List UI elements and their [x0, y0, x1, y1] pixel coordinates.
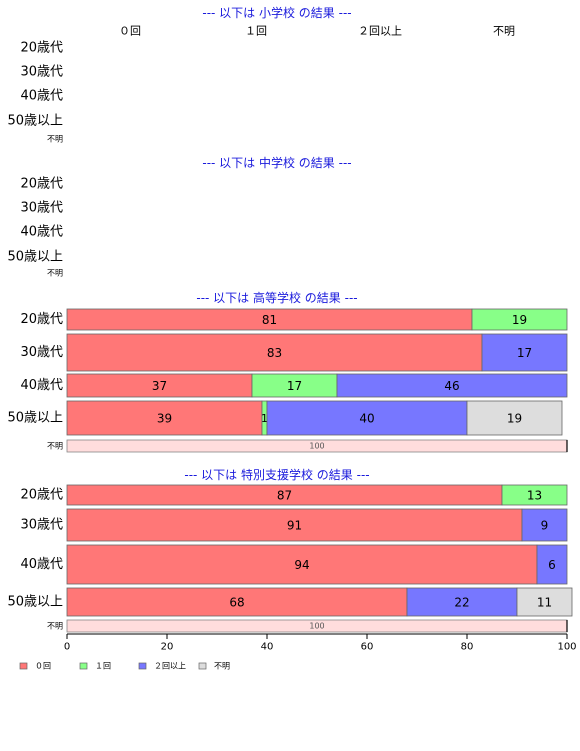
bar-segment [516, 587, 573, 617]
data-label: 68 [229, 596, 244, 610]
data-label: 100 [309, 442, 324, 451]
panel-title: --- 以下は 小学校 の結果 --- [202, 5, 351, 20]
data-label: 81 [262, 313, 277, 327]
row-label: 30歳代 [20, 201, 63, 216]
data-label: 6 [548, 558, 556, 572]
row-label: 40歳代 [20, 89, 63, 104]
row-label: 50歳以上 [7, 250, 63, 265]
data-label: 94 [294, 558, 309, 572]
bar-segment [66, 400, 263, 436]
header-label-2: ２回以上 [358, 25, 402, 38]
bar-segment [336, 373, 568, 398]
x-tick-label: 80 [461, 642, 474, 653]
bar-segment [471, 308, 568, 331]
row-label: 不明 [47, 269, 63, 278]
row-label: 20歳代 [20, 41, 63, 56]
legend-label: ０回 [35, 662, 51, 671]
row-label: 不明 [47, 135, 63, 144]
row-label: 不明 [47, 622, 63, 631]
x-tick-label: 100 [557, 642, 576, 653]
data-label: 17 [517, 346, 532, 360]
data-label: 17 [287, 379, 302, 393]
data-label: 87 [277, 489, 292, 503]
row-label: 30歳代 [20, 65, 63, 80]
row-label: 30歳代 [20, 518, 63, 533]
row-label: 不明 [47, 442, 63, 451]
data-label: 9 [541, 519, 549, 533]
bar-segment [501, 484, 568, 506]
data-label: 13 [527, 489, 542, 503]
header-label-3: 不明 [493, 25, 515, 38]
row-label: 40歳代 [20, 557, 63, 572]
row-label: 20歳代 [20, 488, 63, 503]
legend-swatch [198, 662, 207, 670]
legend-label: ２回以上 [154, 662, 186, 671]
row-label: 20歳代 [20, 312, 63, 327]
panel-title: --- 以下は 中学校 の結果 --- [202, 155, 351, 170]
bar-segment [406, 587, 518, 617]
data-label: 19 [512, 313, 527, 327]
data-label: 1 [261, 412, 268, 425]
data-label: 22 [454, 596, 469, 610]
data-label: 100 [309, 622, 324, 631]
bar-segment [481, 333, 568, 372]
row-label: 30歳代 [20, 345, 63, 360]
panel-title: --- 以下は 高等学校 の結果 --- [196, 290, 357, 305]
data-label: 39 [157, 412, 172, 426]
panel-title: --- 以下は 特別支援学校 の結果 --- [184, 467, 369, 482]
row-label: 40歳代 [20, 225, 63, 240]
data-label: 37 [152, 379, 167, 393]
row-label: 50歳以上 [7, 411, 63, 426]
x-tick-label: 20 [161, 642, 174, 653]
x-tick-label: 0 [64, 642, 70, 653]
bar-segment [66, 544, 538, 585]
row-label: 50歳以上 [7, 114, 63, 129]
legend-swatch [19, 662, 28, 670]
x-tick-label: 60 [361, 642, 374, 653]
row-label: 50歳以上 [7, 595, 63, 610]
header-label-1: １回 [245, 25, 267, 38]
data-label: 11 [537, 596, 552, 610]
data-label: 40 [359, 412, 374, 426]
x-tick-label: 40 [261, 642, 274, 653]
bar-segment [521, 508, 568, 542]
legend-swatch [79, 662, 88, 670]
bar-segment [66, 333, 483, 372]
legend-label: 不明 [214, 662, 230, 671]
bar-segment [66, 508, 523, 542]
header-label-0: ０回 [119, 25, 141, 38]
bar-segment [466, 400, 563, 436]
legend-swatch [138, 662, 147, 670]
row-label: 20歳代 [20, 177, 63, 192]
data-label: 19 [507, 412, 522, 426]
bar-segment [536, 544, 568, 585]
row-label: 40歳代 [20, 378, 63, 393]
bar-segment [66, 587, 408, 617]
legend-label: １回 [95, 662, 111, 671]
data-label: 91 [287, 519, 302, 533]
data-label: 46 [444, 379, 459, 393]
data-label: 83 [267, 346, 282, 360]
